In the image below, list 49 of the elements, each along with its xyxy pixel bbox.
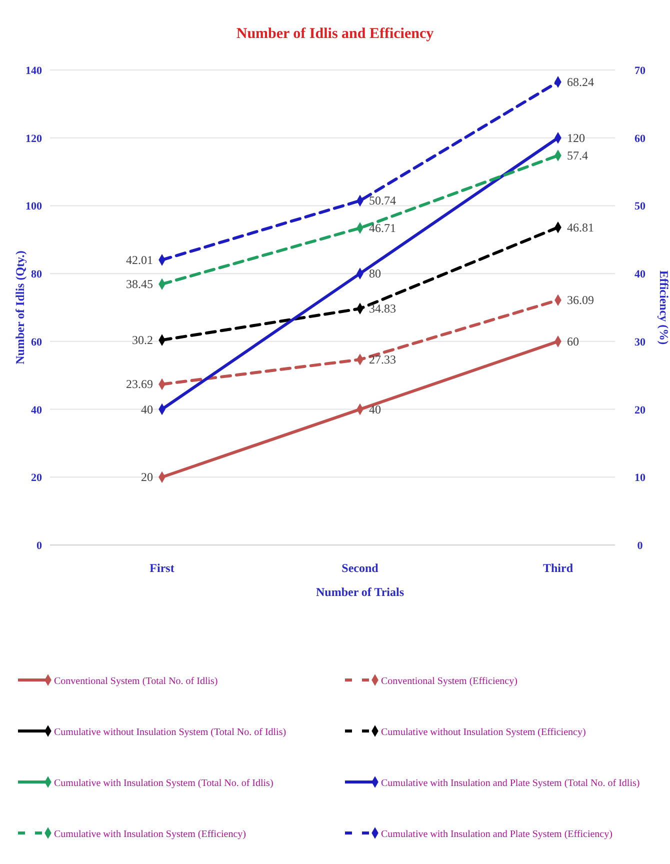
data-label: 40 xyxy=(369,402,381,416)
y2-tick-label: 30 xyxy=(634,336,646,348)
data-label: 80 xyxy=(369,266,381,281)
x-axis-title: Number of Trials xyxy=(316,585,404,599)
y2-tick-label: 50 xyxy=(634,200,646,213)
legend-label: Cumulative with Insulation and Plate System (Efficiency) xyxy=(381,829,612,840)
y-tick-label: 140 xyxy=(26,65,42,77)
data-label: 27.33 xyxy=(369,352,396,367)
y-tick-label: 100 xyxy=(26,200,42,213)
data-label: 42.01 xyxy=(126,252,153,267)
legend-label: Conventional System (Efficiency) xyxy=(381,676,518,687)
y-tick-label: 120 xyxy=(26,132,42,145)
y-tick-label: 60 xyxy=(31,336,42,348)
y2-axis-title: Efficiency (%) xyxy=(657,270,670,345)
x-tick-label: Second xyxy=(342,561,379,575)
y-tick-label: 40 xyxy=(31,404,42,416)
legend-label: Cumulative with Insulation System (Efficiency) xyxy=(54,829,246,840)
data-label: 120 xyxy=(567,130,585,145)
data-label: 68.24 xyxy=(567,74,594,89)
legend-label: Cumulative with Insulation and Plate System (Total No. of Idlis) xyxy=(381,778,640,789)
y2-tick-label: 20 xyxy=(634,404,646,416)
data-label: 30.2 xyxy=(132,333,153,348)
data-label: 40 xyxy=(141,402,153,416)
data-label: 23.69 xyxy=(126,377,153,392)
y2-tick-label: 0 xyxy=(637,540,644,552)
data-label: 36.09 xyxy=(567,293,594,308)
data-label: 20 xyxy=(141,470,153,484)
y-tick-label: 80 xyxy=(31,268,42,281)
data-label: 34.83 xyxy=(369,302,396,316)
data-label: 46.81 xyxy=(567,220,594,234)
y2-tick-label: 10 xyxy=(634,472,646,484)
data-label: 46.71 xyxy=(369,221,396,236)
y2-tick-label: 40 xyxy=(634,268,646,281)
legend-label: Cumulative with Insulation System (Total No. of Idlis) xyxy=(54,778,274,789)
x-tick-label: First xyxy=(150,561,174,575)
x-tick-label: Third xyxy=(542,561,574,575)
y2-tick-label: 70 xyxy=(634,65,646,77)
y-tick-label: 20 xyxy=(31,472,42,484)
legend-label: Cumulative without Insulation System (Total No. of Idlis) xyxy=(54,727,286,738)
data-label: 38.45 xyxy=(126,277,153,292)
y-axis-title: Number of Idlis (Qty.) xyxy=(13,250,27,364)
data-label: 60 xyxy=(567,334,579,348)
legend-label: Conventional System (Total No. of Idlis) xyxy=(54,676,218,687)
y2-tick-label: 60 xyxy=(634,132,646,145)
chart-title: Number of Idlis and Efficiency xyxy=(236,26,434,42)
data-label: 50.74 xyxy=(369,194,396,208)
legend-label: Cumulative without Insulation System (Efficiency) xyxy=(381,727,586,738)
y-tick-label: 0 xyxy=(36,540,42,552)
data-label: 57.4 xyxy=(567,148,588,162)
